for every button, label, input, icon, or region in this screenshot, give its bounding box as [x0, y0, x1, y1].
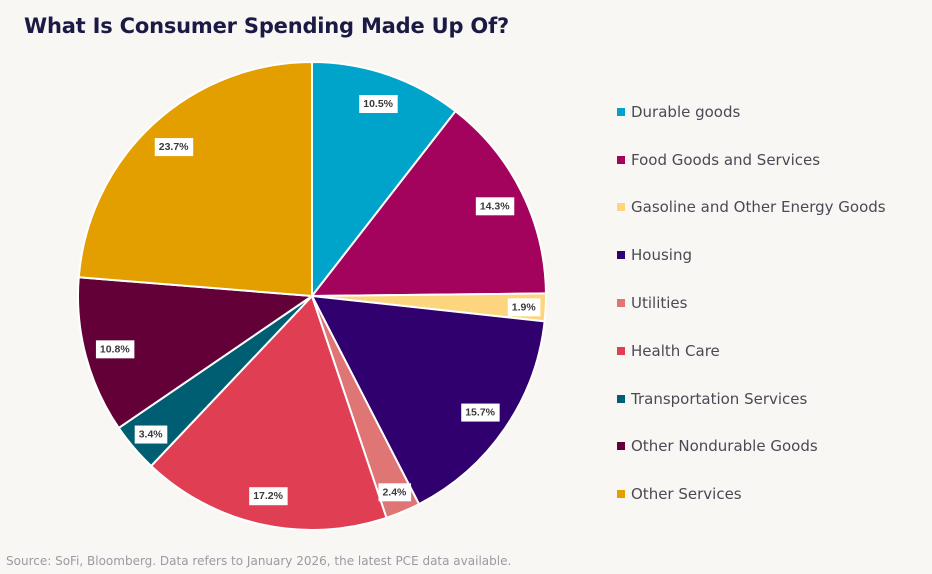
legend-item-gasoline-and-other-energy-goods: Gasoline and Other Energy Goods	[617, 184, 886, 232]
data-label-durable-goods: 10.5%	[359, 95, 398, 114]
data-label-box	[249, 487, 288, 506]
chart-title: What Is Consumer Spending Made Up Of?	[24, 14, 509, 38]
legend-item-utilities: Utilities	[617, 279, 886, 327]
legend-swatch	[617, 107, 625, 116]
pie-slice-food-goods-and-services	[311, 110, 547, 297]
legend-label: Food Goods and Services	[631, 150, 821, 169]
legend-label: Transportation Services	[631, 389, 808, 408]
legend-label: Health Care	[631, 341, 720, 360]
data-label-box	[378, 483, 412, 502]
data-label-text: 3.4%	[139, 429, 164, 441]
legend-label: Other Services	[631, 485, 742, 504]
data-label-utilities: 2.4%	[378, 483, 412, 502]
data-label-box	[359, 95, 398, 114]
data-label-box	[461, 403, 500, 422]
data-label-other-services: 23.7%	[154, 138, 194, 157]
data-label-text: 23.7%	[159, 141, 189, 153]
data-label-box	[507, 298, 541, 317]
data-label-text: 15.7%	[465, 407, 495, 419]
legend-swatch	[617, 394, 625, 403]
pie-slice-other-services	[77, 61, 313, 297]
legend-label: Other Nondurable Goods	[631, 437, 818, 456]
legend-swatch	[617, 490, 625, 499]
legend: Durable goods Food Goods and Services Gaso…	[617, 88, 886, 518]
pie-slice-durable-goods	[311, 61, 457, 297]
legend-swatch	[617, 203, 625, 212]
data-label-box	[134, 425, 168, 444]
pie-slice-health-care	[150, 295, 388, 531]
data-label-other-nondurable-goods: 10.8%	[95, 340, 135, 359]
data-label-text: 2.4%	[382, 486, 407, 498]
legend-swatch	[617, 251, 625, 260]
pie-slices	[77, 61, 547, 531]
data-label-text: 14.3%	[480, 200, 510, 212]
source-note: Source: SoFi, Bloomberg. Data refers to …	[6, 554, 512, 568]
data-label-transportation-services: 3.4%	[134, 425, 168, 444]
data-label-text: 10.5%	[363, 98, 393, 110]
legend-swatch	[617, 346, 625, 355]
data-label-box	[475, 197, 515, 216]
legend-label: Utilities	[631, 294, 688, 313]
legend-label: Housing	[631, 246, 692, 265]
legend-item-health-care: Health Care	[617, 327, 886, 375]
legend-label: Durable goods	[631, 102, 741, 121]
legend-item-food-goods-and-services: Food Goods and Services	[617, 136, 886, 184]
legend-item-durable-goods: Durable goods	[617, 88, 886, 136]
pie-slice-housing	[311, 295, 546, 506]
data-label-box	[95, 340, 135, 359]
pie-slice-other-nondurable-goods	[77, 276, 313, 429]
data-label-text: 17.2%	[253, 490, 283, 502]
pie-data-labels: 10.5% 14.3% 1.9% 15.7% 2.4% 17.2% 3.4% 10.8% 23.…	[95, 95, 541, 506]
legend-swatch	[617, 299, 625, 308]
legend-item-transportation-services: Transportation Services	[617, 375, 886, 423]
legend-item-other-nondurable-goods: Other Nondurable Goods	[617, 423, 886, 471]
data-label-food-goods-and-services: 14.3%	[475, 197, 515, 216]
data-label-health-care: 17.2%	[249, 487, 288, 506]
data-label-text: 10.8%	[100, 343, 130, 355]
data-label-gasoline-and-other-energy-goods: 1.9%	[507, 298, 541, 317]
data-label-housing: 15.7%	[461, 403, 500, 422]
legend-swatch	[617, 442, 625, 451]
legend-item-housing: Housing	[617, 231, 886, 279]
legend-item-other-services: Other Services	[617, 470, 886, 518]
data-label-text: 1.9%	[512, 301, 537, 313]
data-label-box	[154, 138, 194, 157]
legend-label: Gasoline and Other Energy Goods	[631, 198, 886, 217]
legend-swatch	[617, 155, 625, 164]
